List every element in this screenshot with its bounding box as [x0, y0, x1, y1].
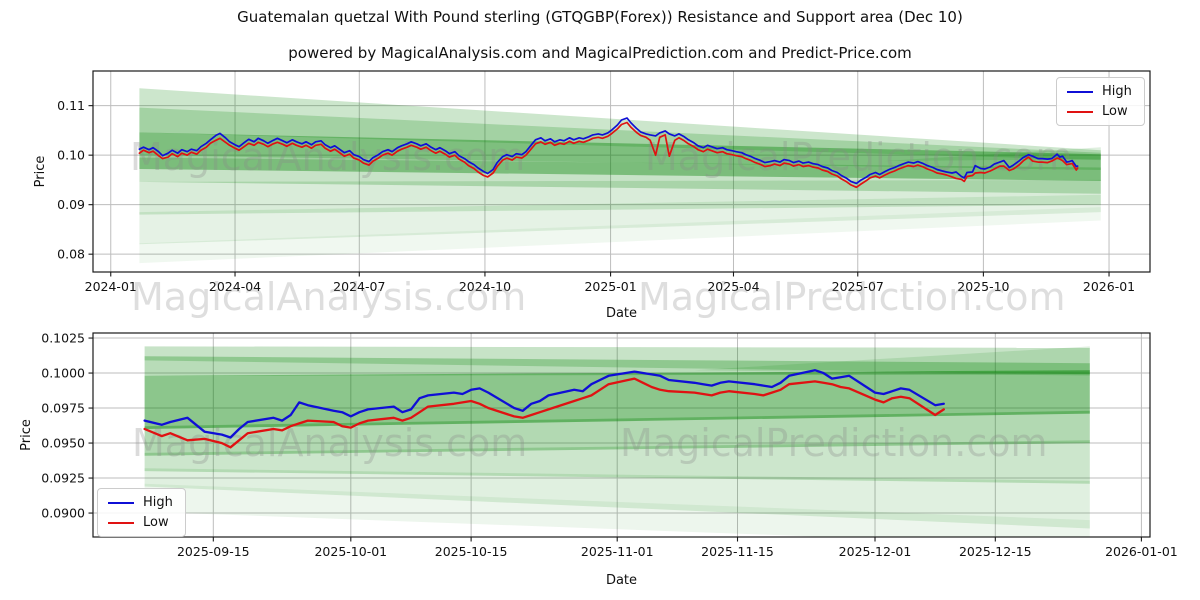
band — [694, 346, 1090, 376]
x-tick-label: 2025-10 — [957, 279, 1009, 294]
x-tick-label: 2025-12-15 — [959, 544, 1032, 559]
legend-label-high: High — [1102, 84, 1132, 99]
y-tick-label: 0.09 — [57, 197, 85, 212]
legend-entry-low: Low — [108, 516, 173, 529]
low-line — [138, 121, 1079, 189]
chart-subtitle: powered by MagicalAnalysis.com and Magic… — [288, 44, 912, 62]
y-tick-label: 0.0900 — [41, 505, 85, 520]
y-tick-label: 0.08 — [57, 246, 85, 261]
chart-recent-zoom: MagicalAnalysis.com MagicalPrediction.com… — [19, 330, 1178, 588]
series-lines — [143, 369, 945, 449]
x-axis-label: Date — [606, 306, 637, 321]
x-axis-label: Date — [606, 573, 637, 588]
axis-ticks: 2025-09-15 2025-10-01 2025-10-15 2025-11-01… — [41, 330, 1177, 559]
x-tick-label: 2025-12-01 — [839, 544, 912, 559]
x-tick-label: 2025-01 — [584, 279, 636, 294]
x-tick-label: 2024-10 — [459, 279, 511, 294]
x-tick-label: 2026-01-01 — [1105, 544, 1178, 559]
band — [139, 194, 1101, 245]
x-tick-label: 2025-10-15 — [435, 544, 508, 559]
x-tick-label: 2025-11-15 — [701, 544, 774, 559]
x-tick-label: 2025-09-15 — [177, 544, 250, 559]
plot-border — [92, 332, 1151, 538]
x-tick-label: 2024-01 — [85, 279, 137, 294]
band — [144, 370, 1090, 429]
legend-label-low: Low — [1102, 104, 1128, 119]
band — [144, 440, 1090, 484]
band — [139, 207, 1101, 264]
x-tick-label: 2025-11-01 — [581, 544, 654, 559]
band — [144, 356, 1090, 376]
x-tick-label: 2024-04 — [209, 279, 261, 294]
legend-bottom-chart: High Low — [97, 488, 186, 537]
plot-border — [92, 70, 1151, 273]
y-tick-label: 0.0975 — [41, 400, 85, 415]
band — [139, 132, 1101, 181]
y-tick-label: 0.0950 — [41, 435, 85, 450]
y-tick-label: 0.0925 — [41, 470, 85, 485]
legend-label-high: High — [143, 495, 173, 510]
legend-top-chart: High Low — [1056, 77, 1145, 126]
high-line-sample — [108, 501, 134, 504]
band — [139, 88, 1101, 161]
band — [139, 179, 1101, 215]
y-tick-label: 0.1025 — [41, 330, 85, 345]
band — [883, 147, 1101, 162]
legend-entry-low: Low — [1067, 105, 1132, 118]
y-tick-label: 0.1000 — [41, 365, 85, 380]
x-tick-label: 2026-01 — [1083, 279, 1135, 294]
watermark-text: MagicalPrediction.com — [645, 135, 1073, 179]
series-lines — [138, 117, 1079, 189]
band — [144, 346, 1090, 375]
legend-label-low: Low — [143, 515, 169, 530]
band — [144, 468, 1090, 529]
y-axis-label: Price — [19, 419, 34, 451]
x-tick-label: 2025-07 — [832, 279, 884, 294]
chart-full-history: MagicalAnalysis.com MagicalPrediction.com… — [33, 70, 1151, 321]
y-tick-label: 0.10 — [57, 147, 85, 162]
legend-entry-high: High — [1067, 85, 1132, 98]
band — [144, 410, 1090, 456]
legend-entry-high: High — [108, 496, 173, 509]
band — [144, 483, 1090, 537]
axis-ticks: 2024-01 2024-04 2024-07 2024-10 2025-01 2025-… — [57, 98, 1135, 294]
x-tick-label: 2024-07 — [333, 279, 385, 294]
low-line — [143, 377, 945, 449]
high-line-sample — [1067, 90, 1093, 93]
y-tick-label: 0.11 — [57, 98, 85, 113]
x-tick-label: 2025-10-01 — [314, 544, 387, 559]
high-line — [138, 117, 1079, 185]
watermark-text: MagicalAnalysis.com — [130, 135, 525, 179]
watermark-text: MagicalAnalysis.com — [132, 421, 527, 465]
low-line-sample — [108, 521, 134, 524]
chart-title: Guatemalan quetzal With Pound sterling (… — [237, 8, 963, 26]
support-resistance-bands — [144, 346, 1090, 537]
gridlines — [93, 71, 1150, 272]
x-tick-label: 2025-04 — [707, 279, 759, 294]
watermark-text: MagicalPrediction.com — [638, 275, 1066, 319]
high-line — [143, 369, 945, 439]
low-line-sample — [1067, 110, 1093, 113]
y-axis-label: Price — [33, 156, 48, 188]
watermark-text: MagicalPrediction.com — [620, 421, 1048, 465]
watermark-text: MagicalAnalysis.com — [131, 275, 526, 319]
